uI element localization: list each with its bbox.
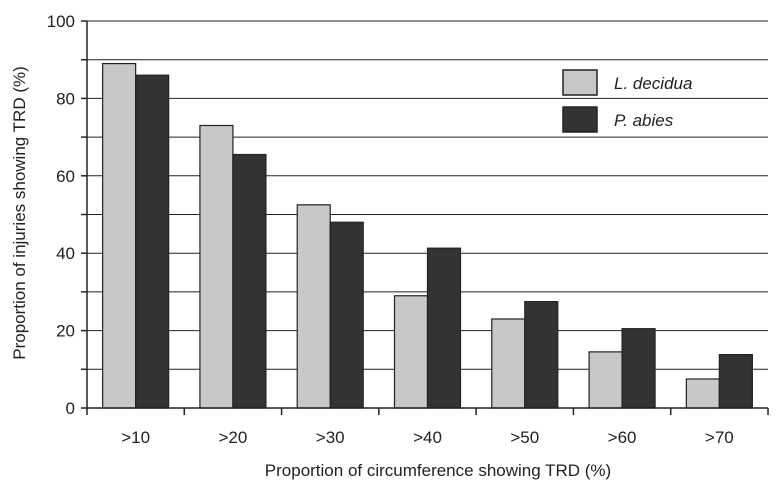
- legend-label-l-decidua: L. decidua: [614, 74, 692, 93]
- bar-l-decidua-4: [491, 318, 526, 409]
- bar-p-abies-5: [621, 328, 656, 409]
- bars: [102, 62, 753, 409]
- bar-p-abies-4: [524, 300, 559, 409]
- x-tick-label: >10: [121, 428, 150, 447]
- bar-p-abies-2: [329, 221, 364, 409]
- x-tick-label: >20: [219, 428, 248, 447]
- y-tick-label: 100: [47, 12, 75, 31]
- y-axis-title: Proportion of injuries showing TRD (%): [10, 66, 29, 360]
- bar-l-decidua-0: [102, 62, 137, 409]
- y-tick-label: 20: [56, 322, 75, 341]
- y-tick-label: 0: [66, 399, 75, 418]
- legend-swatch-p-abies: [562, 106, 598, 133]
- bar-p-abies-3: [426, 247, 462, 409]
- x-tick-label: >50: [510, 428, 539, 447]
- bar-p-abies-6: [718, 353, 753, 409]
- x-tick-label: >40: [413, 428, 442, 447]
- legend: L. decidua P. abies: [562, 69, 692, 133]
- axes: [81, 20, 769, 415]
- bar-l-decidua-3: [393, 295, 429, 409]
- legend-label-p-abies: P. abies: [614, 111, 674, 130]
- bar-l-decidua-5: [588, 351, 623, 409]
- y-tick-label: 80: [56, 89, 75, 108]
- x-tick-labels: >10 >20 >30 >40 >50 >60 >70: [121, 428, 734, 447]
- bar-l-decidua-1: [199, 124, 234, 409]
- bar-l-decidua-6: [685, 378, 720, 409]
- x-tick-label: >60: [608, 428, 637, 447]
- y-tick-label: 60: [56, 167, 75, 186]
- y-tick-label: 40: [56, 244, 75, 263]
- x-axis-title: Proportion of circumference showing TRD …: [265, 461, 611, 480]
- y-tick-labels: 0 20 40 60 80 100: [47, 12, 75, 418]
- x-tick-label: >70: [705, 428, 734, 447]
- x-tick-label: >30: [316, 428, 345, 447]
- bar-l-decidua-2: [296, 204, 331, 409]
- bar-p-abies-1: [232, 153, 267, 409]
- legend-swatch-l-decidua: [562, 69, 598, 96]
- bar-p-abies-0: [135, 74, 170, 409]
